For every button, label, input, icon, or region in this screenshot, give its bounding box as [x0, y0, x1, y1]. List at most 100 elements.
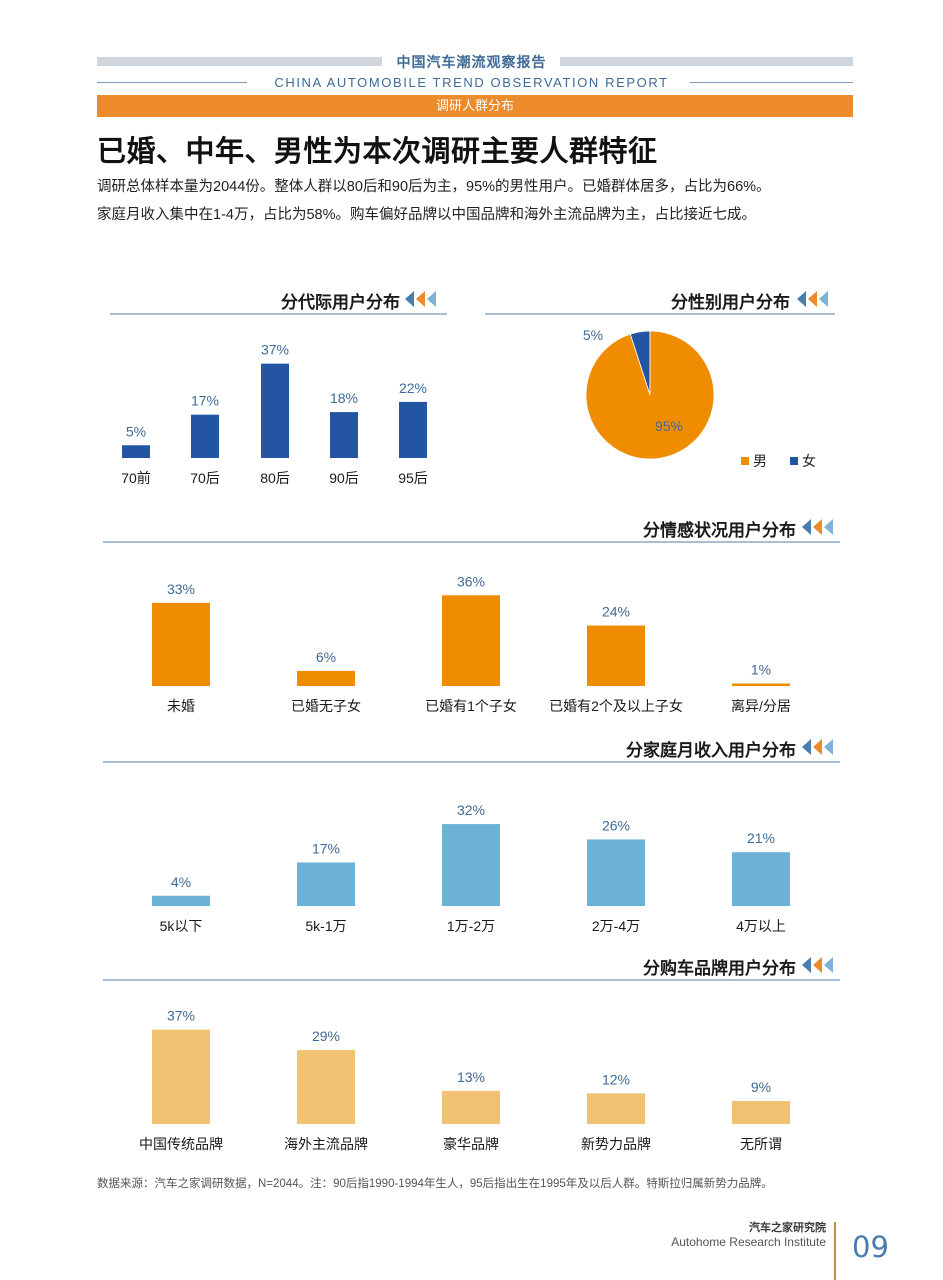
brand-value-label: 37%: [167, 1008, 195, 1024]
legend-label-male: 男: [753, 453, 767, 469]
report-title-cn: 中国汽车潮流观察报告: [396, 54, 547, 70]
marital-category-label: 已婚有1个子女: [425, 698, 517, 714]
income-category-label: 5k以下: [160, 918, 203, 934]
arrows-icon: [802, 739, 833, 755]
marital-bar: [732, 683, 790, 686]
marital-category-label: 已婚无子女: [291, 698, 361, 714]
income-category-label: 1万-2万: [447, 918, 495, 934]
generation-category-label: 70后: [190, 470, 220, 486]
arrows-icon: [405, 291, 436, 307]
rule-income: [103, 761, 840, 763]
generation-value-label: 17%: [191, 393, 219, 409]
marital-value-label: 36%: [457, 573, 485, 589]
arrows-icon: [802, 519, 833, 535]
chart-title-marital: 分情感状况用户分布: [643, 521, 796, 541]
legend-swatch-female: [790, 457, 798, 465]
brand-category-label: 海外主流品牌: [284, 1136, 368, 1152]
marital-value-label: 24%: [602, 604, 630, 620]
chart-title-brand: 分购车品牌用户分布: [643, 959, 796, 979]
brand-value-label: 29%: [312, 1028, 340, 1044]
header-bar-right: [560, 57, 853, 66]
header-line-left: [97, 82, 247, 83]
legend-label-female: 女: [802, 453, 816, 469]
income-value-label: 26%: [602, 817, 630, 833]
brand-bar: [442, 1090, 500, 1124]
brand-bar: [152, 1029, 210, 1124]
marital-bar: [587, 625, 645, 686]
rule-brand: [103, 979, 840, 981]
brand-bar: [587, 1093, 645, 1124]
income-category-label: 5k-1万: [305, 918, 346, 934]
income-bar: [442, 824, 500, 906]
brand-category-label: 豪华品牌: [443, 1136, 499, 1152]
generation-category-label: 90后: [329, 470, 359, 486]
brand-value-label: 12%: [602, 1071, 630, 1087]
income-category-label: 2万-4万: [592, 918, 640, 934]
arrows-icon: [797, 291, 828, 307]
legend-item-male: 男: [741, 451, 767, 471]
intro-line-1: 调研总体样本量为2044份。整体人群以80后和90后为主，95%的男性用户。已婚…: [97, 179, 771, 195]
marital-value-label: 6%: [316, 649, 336, 665]
generation-category-label: 95后: [398, 470, 428, 486]
brand-bar: [732, 1101, 790, 1124]
intro-line-2: 家庭月收入集中在1-4万，占比为58%。购车偏好品牌以中国品牌和海外主流品牌为主…: [97, 207, 756, 223]
pie-value-label-female: 5%: [583, 327, 603, 343]
pie-slice-male: [585, 330, 715, 460]
generation-value-label: 22%: [399, 380, 427, 396]
income-bar: [587, 839, 645, 906]
page-divider: [834, 1222, 836, 1280]
generation-bar: [191, 414, 219, 458]
brand-category-label: 无所谓: [740, 1136, 782, 1152]
institute-name-en: Autohome Research Institute: [671, 1235, 826, 1249]
pie-value-label-male: 95%: [655, 418, 683, 434]
income-category-label: 4万以上: [736, 918, 786, 934]
brand-category-label: 中国传统品牌: [139, 1136, 223, 1152]
income-bar: [152, 895, 210, 906]
header-bar-left: [97, 57, 382, 66]
income-bar: [732, 852, 790, 906]
brand-value-label: 9%: [751, 1079, 771, 1095]
generation-value-label: 5%: [126, 423, 146, 439]
chart-title-generation: 分代际用户分布: [281, 293, 400, 313]
marital-category-label: 未婚: [167, 698, 195, 714]
generation-category-label: 80后: [260, 470, 290, 486]
income-value-label: 21%: [747, 830, 775, 846]
report-title-en: CHINA AUTOMOBILE TREND OBSERVATION REPOR…: [274, 75, 669, 90]
brand-category-label: 新势力品牌: [581, 1136, 651, 1152]
legend-item-female: 女: [790, 451, 816, 471]
marital-bar: [442, 595, 500, 686]
footnote: 数据来源：汽车之家调研数据，N=2044。注：90后指1990-1994年生人，…: [97, 1178, 773, 1190]
generation-value-label: 37%: [261, 342, 289, 358]
generation-category-label: 70前: [121, 470, 151, 486]
income-value-label: 4%: [171, 874, 191, 890]
generation-value-label: 18%: [330, 390, 358, 406]
page-title: 已婚、中年、男性为本次调研主要人群特征: [97, 134, 658, 168]
section-label: 调研人群分布: [97, 95, 853, 117]
rule-marital: [103, 541, 840, 543]
arrows-icon: [802, 957, 833, 973]
page-number: 09: [852, 1230, 889, 1264]
marital-category-label: 离异/分居: [731, 698, 791, 714]
generation-bar: [122, 445, 150, 458]
income-value-label: 32%: [457, 802, 485, 818]
marital-bar: [297, 670, 355, 686]
marital-category-label: 已婚有2个及以上子女: [549, 698, 683, 714]
institute-name-cn: 汽车之家研究院: [749, 1222, 826, 1234]
generation-bar: [330, 412, 358, 458]
rule-gender: [485, 313, 835, 315]
header-line-right: [690, 82, 853, 83]
chart-title-gender: 分性别用户分布: [671, 293, 790, 313]
generation-bar: [261, 363, 289, 458]
chart-title-income: 分家庭月收入用户分布: [626, 741, 796, 761]
marital-value-label: 33%: [167, 581, 195, 597]
generation-bar: [399, 401, 427, 458]
brand-value-label: 13%: [457, 1069, 485, 1085]
legend-swatch-male: [741, 457, 749, 465]
income-bar: [297, 862, 355, 906]
marital-value-label: 1%: [751, 661, 771, 677]
marital-bar: [152, 602, 210, 686]
income-value-label: 17%: [312, 840, 340, 856]
rule-generation: [110, 313, 447, 315]
brand-bar: [297, 1050, 355, 1124]
